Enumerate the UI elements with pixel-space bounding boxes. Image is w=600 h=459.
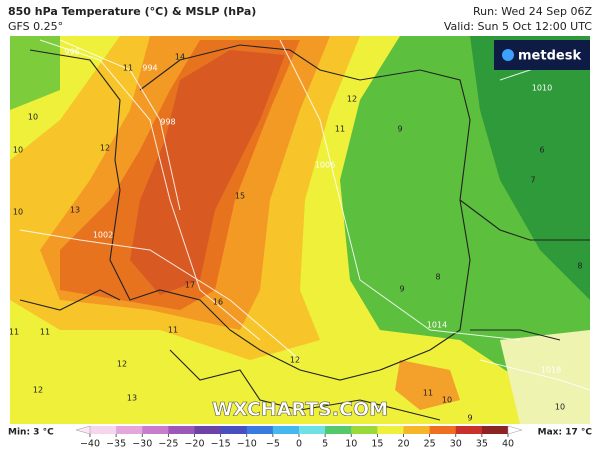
temperature-label: 11 — [423, 389, 433, 398]
colorbar-segment — [481, 426, 509, 434]
colorbar-tick-label: −20 — [184, 439, 204, 450]
isobar-label: 1006 — [315, 161, 335, 170]
temperature-label: 8 — [435, 273, 440, 282]
temperature-label: 13 — [70, 206, 80, 215]
colorbar-segment — [116, 426, 143, 434]
map-field — [395, 360, 460, 410]
temperature-label: 10 — [13, 208, 23, 217]
colorbar-tick-label: 40 — [502, 439, 514, 450]
temperature-label: 11 — [40, 328, 50, 337]
colorbar-tick-label: −15 — [211, 439, 231, 450]
logo: metdesk — [494, 40, 590, 70]
isobar-label: 1018 — [541, 366, 561, 375]
map-field — [500, 330, 590, 424]
logo-text: metdesk — [518, 49, 581, 64]
isobar-label: 1002 — [93, 231, 113, 240]
temperature-label: 10 — [28, 113, 38, 122]
colorbar-tick-label: 15 — [371, 439, 383, 450]
temperature-label: 9 — [399, 285, 404, 294]
colorbar-tick-label: 0 — [296, 439, 302, 450]
map: 14 11 10 12 10 13 10 15 12 11 9 7 6 8 9 8 17 16 11 11 11 12 12… — [9, 36, 590, 424]
colorbar-segment — [90, 426, 117, 434]
isobars — [19, 39, 590, 391]
colorbar-segment — [377, 426, 404, 434]
temperature-label: 10 — [555, 403, 565, 412]
colorbar-tick-label: −40 — [80, 439, 100, 450]
colorbar-tick-label: 35 — [476, 439, 488, 450]
temperature-label: 12 — [347, 95, 357, 104]
temperature-label: 6 — [539, 146, 544, 155]
isobar-label: 1010 — [532, 84, 552, 93]
isobar-label: 998 — [160, 118, 175, 127]
temperature-label: 11 — [335, 125, 345, 134]
subtitle: GFS 0.25° — [8, 20, 63, 33]
temperature-label: 12 — [117, 360, 127, 369]
colorbar-segment — [220, 426, 248, 434]
temperature-label: 10 — [13, 146, 23, 155]
colorbar-tick-label: 5 — [322, 439, 328, 450]
temperature-label: 7 — [530, 176, 535, 185]
colorbar-segment — [168, 426, 195, 434]
colorbar-min: Min: 3 °C — [8, 428, 54, 438]
map-field — [130, 50, 285, 295]
colorbar-segment — [142, 426, 169, 434]
colorbar-tick-label: −5 — [266, 439, 280, 450]
colorbar-tick-label: 25 — [424, 439, 436, 450]
colorbar-tick-label: 10 — [345, 439, 357, 450]
temperature-label: 12 — [100, 144, 110, 153]
run-time: Run: Wed 24 Sep 06Z — [473, 5, 592, 18]
map-field — [470, 36, 590, 300]
temperature-label: 17 — [185, 281, 195, 290]
colorbar-tick-label: −10 — [237, 439, 257, 450]
isobar-label: 994 — [142, 64, 157, 73]
colorbar-tick-label: −35 — [106, 439, 126, 450]
temperature-label: 8 — [577, 262, 582, 271]
colorbar-tick-label: −25 — [158, 439, 178, 450]
temperature-label: 12 — [33, 386, 43, 395]
colorbar-segment — [455, 426, 483, 434]
colorbar-segment — [194, 426, 222, 434]
colorbar-segment — [429, 426, 457, 434]
temperature-label: 11 — [168, 326, 178, 335]
watermark: WXCHARTS.COM — [212, 399, 388, 421]
temperature-label: 15 — [235, 192, 245, 201]
colorbar-segment — [246, 426, 274, 434]
colorbar-segment — [299, 426, 326, 434]
colorbar-segment — [272, 426, 300, 434]
isobar-label: 1014 — [427, 321, 447, 330]
logo-icon — [502, 49, 514, 61]
temperature-label: 9 — [467, 414, 472, 423]
colorbar-max: Max: 17 °C — [538, 428, 593, 438]
temperature-label: 11 — [123, 64, 133, 73]
temperature-label: 14 — [175, 53, 185, 62]
colorbar-segment — [325, 426, 352, 434]
map-labels: 14 11 10 12 10 13 10 15 12 11 9 7 6 8 9 8 17 16 11 11 11 12 12… — [9, 48, 583, 423]
temperature-label: 12 — [290, 356, 300, 365]
title: 850 hPa Temperature (°C) & MSLP (hPa) — [8, 5, 256, 18]
temperature-label: 13 — [127, 394, 137, 403]
temperature-label: 11 — [9, 328, 19, 337]
colorbar-arrow — [507, 425, 523, 435]
colorbar-tick-label: 30 — [450, 439, 462, 450]
temperature-label: 16 — [213, 298, 223, 307]
borders — [19, 44, 590, 421]
colorbar-tick-label: 20 — [397, 439, 409, 450]
temperature-label: 10 — [442, 396, 452, 405]
isobar-label: 996 — [64, 48, 79, 57]
colorbar-segment — [351, 426, 378, 434]
colorbar: −40 −35 −30 −25 −20 −15 −10 −5 0 5 10 15 20 25 30 35 40 — [75, 425, 523, 450]
colorbar-segment — [403, 426, 431, 434]
valid-time: Valid: Sun 5 Oct 12:00 UTC — [444, 20, 592, 33]
temperature-label: 9 — [397, 125, 402, 134]
colorbar-tick-label: −30 — [132, 439, 152, 450]
colorbar-arrow — [75, 425, 91, 435]
